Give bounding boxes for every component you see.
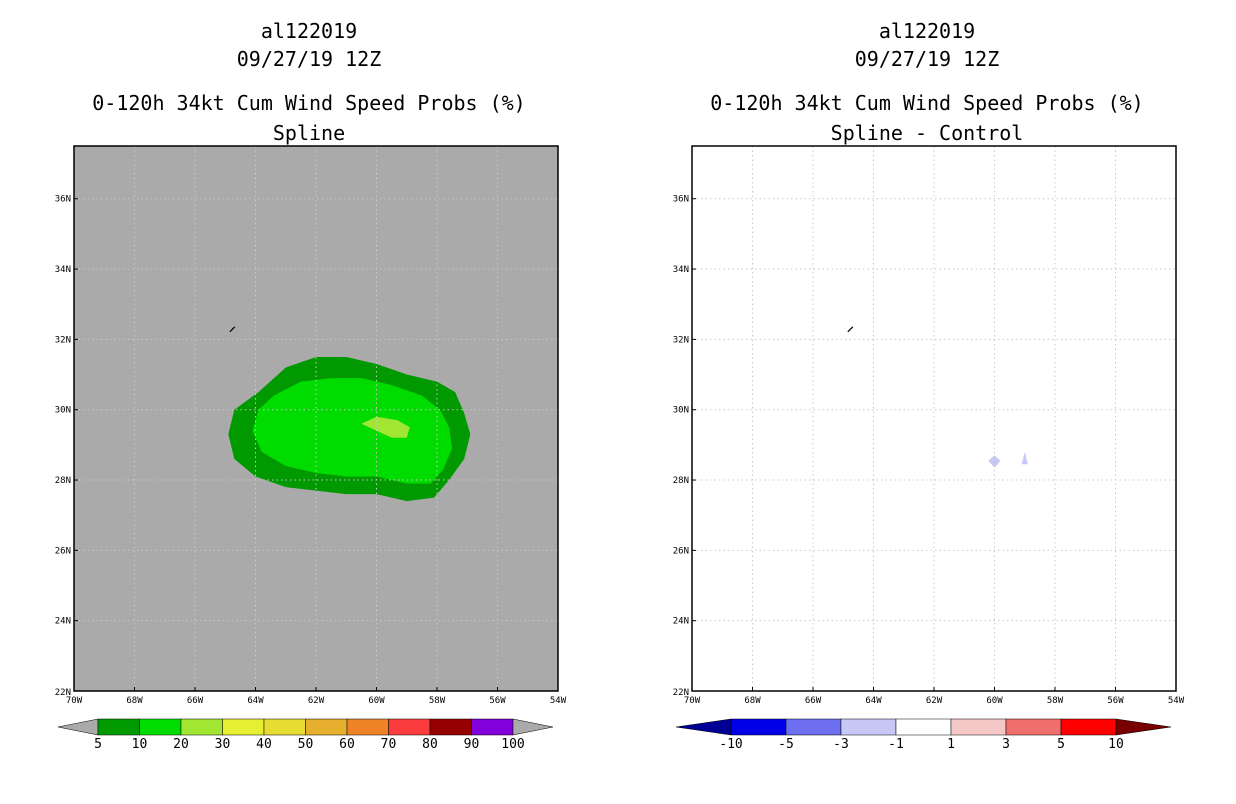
colorbar-label: 20 (173, 737, 189, 752)
colorbar-label: 1 (947, 737, 955, 752)
x-tick-label: 70W (66, 696, 83, 706)
colorbar-swatch (840, 718, 897, 736)
contour-10-1 (252, 378, 453, 484)
colorbar-label: 10 (132, 737, 148, 752)
panel-left: al122019 09/27/19 12Z 0-120h 34kt Cum Wi… (55, 19, 567, 752)
y-tick-label: 30N (55, 406, 71, 416)
y-tick-label: 36N (673, 195, 689, 205)
colorbar-label: -5 (778, 737, 794, 752)
x-tick-label: 56W (1107, 696, 1124, 706)
x-tick-label: 62W (308, 696, 325, 706)
colorbar-swatch (346, 718, 389, 736)
colorbar-label: -10 (719, 737, 742, 752)
colorbar-under-triangle (675, 718, 732, 736)
y-tick-label: 34N (673, 265, 689, 275)
right-title-line-3: 0-120h 34kt Cum Wind Speed Probs (%) (710, 91, 1143, 115)
x-tick-label: 66W (805, 696, 822, 706)
colorbar-over-triangle (1115, 718, 1172, 736)
colorbar-label: 5 (94, 737, 102, 752)
colorbar-label: -3 (833, 737, 849, 752)
contour-20-2 (361, 416, 410, 438)
colorbar-label: 60 (339, 737, 355, 752)
colorbar-over-triangle (512, 718, 554, 736)
x-tick-label: 58W (429, 696, 446, 706)
x-tick-label: 64W (247, 696, 264, 706)
x-tick-label: 54W (550, 696, 567, 706)
y-tick-label: 32N (673, 335, 689, 345)
x-tick-label: 66W (187, 696, 204, 706)
colorbar-label: 40 (256, 737, 272, 752)
colorbar-swatch (180, 718, 223, 736)
y-tick-label: 24N (55, 617, 71, 627)
y-tick-label: 34N (55, 265, 71, 275)
y-tick-label: 28N (673, 476, 689, 486)
colorbar-label: -1 (888, 737, 904, 752)
left-title-line-2: 09/27/19 12Z (237, 47, 382, 71)
left-title-line-1: al122019 (261, 19, 357, 43)
right-plot-area: 70W 68W 66W 64W 62W 60W 58W 56W 54W 24N 26N 28N 30N 3… (673, 145, 1185, 706)
colorbar-swatch (139, 718, 182, 736)
y-tick-label: 28N (55, 476, 71, 486)
y-tick-label: 36N (55, 195, 71, 205)
colorbar-label: 100 (501, 737, 524, 752)
colorbar-swatch (97, 718, 140, 736)
left-colorbar: 5 10 20 30 40 50 60 70 80 90 100 (57, 718, 554, 752)
colorbar-swatch (785, 718, 842, 736)
colorbar-swatch (388, 718, 431, 736)
colorbar-label: 5 (1057, 737, 1065, 752)
right-colorbar: -10 -5 -3 -1 1 3 5 10 (675, 718, 1172, 752)
contour--3-1 (1021, 451, 1028, 465)
colorbar-swatch (222, 718, 265, 736)
colorbar-label: 80 (422, 737, 438, 752)
colorbar-swatch (305, 718, 348, 736)
y-tick-label: 26N (673, 546, 689, 556)
colorbar-swatch (730, 718, 787, 736)
colorbar-swatch (950, 718, 1007, 736)
colorbar-swatch (1060, 718, 1117, 736)
colorbar-label: 90 (464, 737, 480, 752)
y-tick-label: 24N (673, 617, 689, 627)
left-title-line-4: Spline (273, 121, 345, 145)
colorbar-swatch (895, 718, 952, 736)
colorbar-label: 30 (215, 737, 231, 752)
colorbar-swatch (429, 718, 472, 736)
x-tick-label: 60W (986, 696, 1003, 706)
x-tick-label: 68W (126, 696, 143, 706)
colorbar-swatch (471, 718, 514, 736)
island-marker (847, 326, 854, 333)
x-tick-label: 68W (744, 696, 761, 706)
x-tick-label: 56W (489, 696, 506, 706)
y-tick-label-bottom: 22N (673, 688, 689, 698)
x-tick-label: 54W (1168, 696, 1185, 706)
x-tick-label: 62W (926, 696, 943, 706)
colorbar-swatch (1005, 718, 1062, 736)
x-tick-label: 70W (684, 696, 701, 706)
y-tick-label-bottom: 22N (55, 688, 71, 698)
colorbar-label: 50 (298, 737, 314, 752)
left-plot-area: 70W 68W 66W 64W 62W 60W 58W 56W 54W 24N 26N 28N 30N 3… (55, 145, 567, 706)
panel-right: al122019 09/27/19 12Z 0-120h 34kt Cum Wi… (673, 19, 1185, 752)
y-tick-label: 26N (55, 546, 71, 556)
x-tick-label: 58W (1047, 696, 1064, 706)
y-tick-label: 30N (673, 406, 689, 416)
y-tick-label: 32N (55, 335, 71, 345)
right-title-line-2: 09/27/19 12Z (855, 47, 1000, 71)
left-title-line-3: 0-120h 34kt Cum Wind Speed Probs (%) (92, 91, 525, 115)
colorbar-label: 70 (381, 737, 397, 752)
colorbar-swatch (263, 718, 306, 736)
colorbar-label: 3 (1002, 737, 1010, 752)
colorbar-label: 10 (1108, 737, 1124, 752)
right-title-line-4: Spline - Control (831, 121, 1024, 145)
x-tick-label: 64W (865, 696, 882, 706)
right-title-line-1: al122019 (879, 19, 975, 43)
x-tick-label: 60W (368, 696, 385, 706)
colorbar-under-triangle (57, 718, 99, 736)
island-marker (229, 326, 236, 333)
